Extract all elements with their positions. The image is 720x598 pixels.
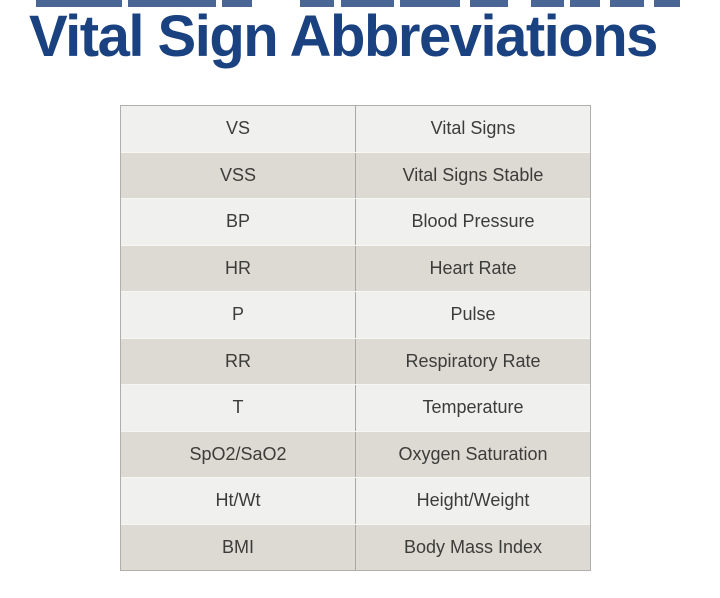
cropped-text-fragment xyxy=(128,0,216,7)
table-row: RR Respiratory Rate xyxy=(121,337,590,384)
meaning-cell: Vital Signs xyxy=(430,118,516,139)
table-row: SpO2/SaO2 Oxygen Saturation xyxy=(121,430,590,477)
vital-sign-abbreviation-table: VS Vital Signs VSS Vital Signs Stable BP… xyxy=(120,105,591,571)
abbreviation-cell: VS xyxy=(121,106,356,152)
abbreviation-cell: BMI xyxy=(121,524,356,570)
abbreviation-cell: BP xyxy=(121,199,356,245)
table-row: P Pulse xyxy=(121,291,590,338)
meaning-cell: Oxygen Saturation xyxy=(398,443,548,464)
abbreviation-cell: Ht/Wt xyxy=(121,478,356,524)
table-row: T Temperature xyxy=(121,384,590,431)
meaning-cell: Temperature xyxy=(422,397,524,418)
cropped-text-fragment xyxy=(300,0,334,7)
cropped-text-fragment xyxy=(470,0,508,7)
cropped-text-fragment xyxy=(400,0,460,7)
abbreviation-cell: SpO2/SaO2 xyxy=(121,431,356,477)
table-row: HR Heart Rate xyxy=(121,244,590,291)
cropped-text-fragment xyxy=(531,0,564,7)
abbreviation-cell: P xyxy=(121,292,356,338)
abbreviation-cell: HR xyxy=(121,245,356,291)
meaning-cell: Blood Pressure xyxy=(411,211,535,232)
meaning-cell: Heart Rate xyxy=(429,257,517,278)
abbreviation-cell: T xyxy=(121,385,356,431)
meaning-cell: Height/Weight xyxy=(416,490,530,511)
cropped-text-fragment xyxy=(36,0,122,7)
abbreviation-cell: RR xyxy=(121,338,356,384)
table-row: BP Blood Pressure xyxy=(121,198,590,245)
meaning-cell: Pulse xyxy=(450,304,496,325)
page-title: Vital Sign Abbreviations xyxy=(29,4,658,69)
table-row: VS Vital Signs xyxy=(121,106,590,152)
cropped-text-fragment xyxy=(570,0,600,7)
table-row: VSS Vital Signs Stable xyxy=(121,151,590,198)
meaning-cell: Body Mass Index xyxy=(403,536,543,557)
cropped-text-fragment xyxy=(222,0,252,7)
abbreviation-cell: VSS xyxy=(121,152,356,198)
table-row: Ht/Wt Height/Weight xyxy=(121,477,590,524)
cropped-text-fragment xyxy=(341,0,394,7)
cropped-text-fragment xyxy=(654,0,680,7)
meaning-cell: Respiratory Rate xyxy=(405,350,541,371)
cropped-text-fragment xyxy=(610,0,644,7)
table-row: BMI Body Mass Index xyxy=(121,523,590,570)
meaning-cell: Vital Signs Stable xyxy=(402,164,544,185)
